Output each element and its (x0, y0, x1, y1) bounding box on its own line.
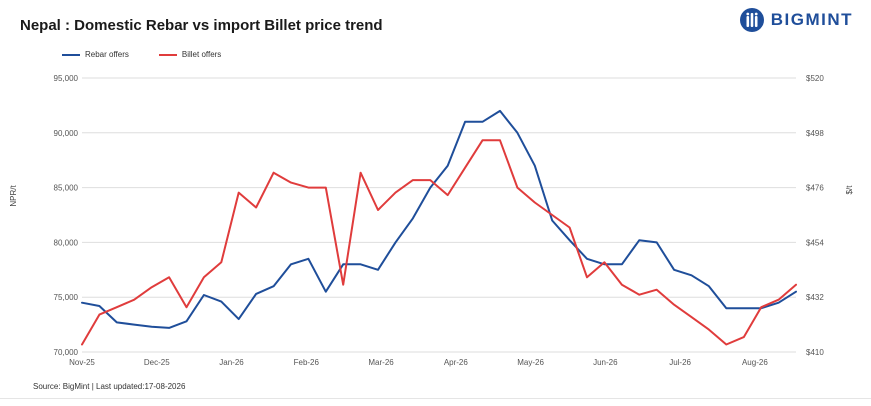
x-tick-label: Mar-26 (368, 358, 394, 367)
y-tick-label-left: 85,000 (54, 184, 79, 193)
x-tick-label: Dec-25 (144, 358, 170, 367)
chart-legend: Rebar offers Billet offers (62, 50, 221, 59)
y-tick-label-right: $454 (806, 238, 824, 247)
y-tick-label-left: 90,000 (54, 129, 79, 138)
x-tick-label: Feb-26 (294, 358, 320, 367)
y-tick-label-left: 95,000 (54, 74, 79, 83)
legend-item-rebar: Rebar offers (62, 50, 129, 59)
x-tick-label: Apr-26 (444, 358, 469, 367)
brand-logo: BIGMINT (739, 7, 853, 33)
series-lines (81, 109, 797, 346)
x-tick-label: Jul-26 (669, 358, 691, 367)
grid-lines (82, 77, 796, 353)
legend-item-billet: Billet offers (158, 50, 222, 59)
bigmint-logo-icon (739, 8, 764, 32)
legend-swatch-billet (158, 53, 177, 56)
source-note: Source: BigMint | Last updated:17-08-202… (33, 382, 186, 391)
y-tick-label-left: 75,000 (54, 293, 79, 302)
x-tick-label: Jun-26 (593, 358, 618, 367)
y-tick-label-left: 70,000 (54, 348, 79, 357)
legend-label-billet: Billet offers (181, 50, 222, 59)
x-tick-label: Nov-25 (69, 358, 95, 367)
y-tick-label-right: $520 (806, 74, 824, 83)
x-tick-label: Aug-26 (742, 358, 768, 367)
series-line-billet (81, 139, 797, 346)
y-tick-label-left: 80,000 (54, 238, 79, 247)
x-axis: Nov-25 Dec-25 Jan-26 Feb-26 Mar-26 Apr-26 May-… (69, 358, 768, 367)
y-axis-left: 70,000 75,000 80,000 85,000 90,000 95,000 (54, 74, 79, 357)
y-axis-label-right: $/t (845, 185, 854, 195)
footer-divider (0, 398, 871, 399)
series-line-rebar (81, 109, 797, 329)
y-tick-label-right: $432 (806, 293, 824, 302)
x-tick-label: May-26 (517, 358, 544, 367)
x-tick-label: Jan-26 (219, 358, 244, 367)
brand-name: BIGMINT (770, 10, 853, 29)
y-tick-label-right: $410 (806, 348, 824, 357)
chart-title: Nepal : Domestic Rebar vs import Billet … (20, 17, 383, 34)
legend-swatch-rebar (62, 53, 80, 56)
legend-label-rebar: Rebar offers (85, 50, 129, 59)
y-axis-right: $410 $432 $454 $476 $498 $520 (806, 74, 824, 357)
y-axis-label-left: NPR/t (9, 185, 18, 207)
y-tick-label-right: $476 (806, 184, 824, 193)
y-tick-label-right: $498 (806, 129, 824, 138)
